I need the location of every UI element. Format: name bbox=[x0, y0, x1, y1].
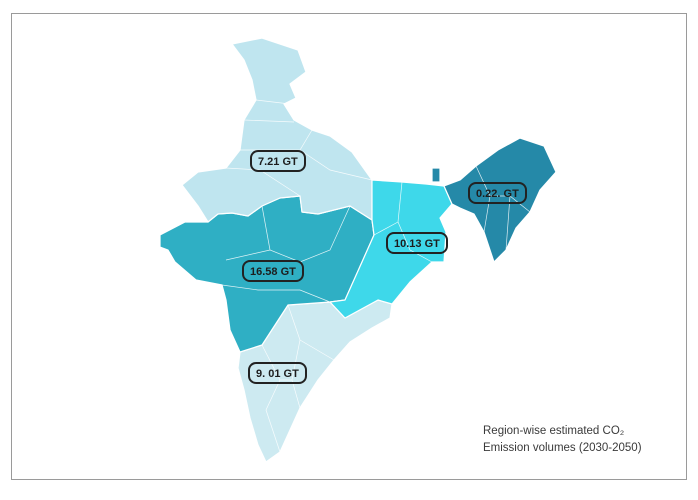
region-label-north: 7.21 GT bbox=[250, 150, 306, 172]
caption-line-2: Emission volumes (2030-2050) bbox=[483, 442, 642, 454]
region-north-east-sikkim bbox=[431, 167, 441, 183]
region-label-west-central: 16.58 GT bbox=[242, 260, 304, 282]
caption-line-1: Region-wise estimated CO₂ bbox=[483, 425, 625, 437]
region-north[interactable] bbox=[181, 37, 373, 223]
region-label-north-east: 0.22. GT bbox=[468, 182, 527, 204]
map-caption: Region-wise estimated CO₂ Emission volum… bbox=[483, 423, 642, 457]
region-label-south: 9. 01 GT bbox=[248, 362, 307, 384]
region-label-east: 10.13 GT bbox=[386, 232, 448, 254]
